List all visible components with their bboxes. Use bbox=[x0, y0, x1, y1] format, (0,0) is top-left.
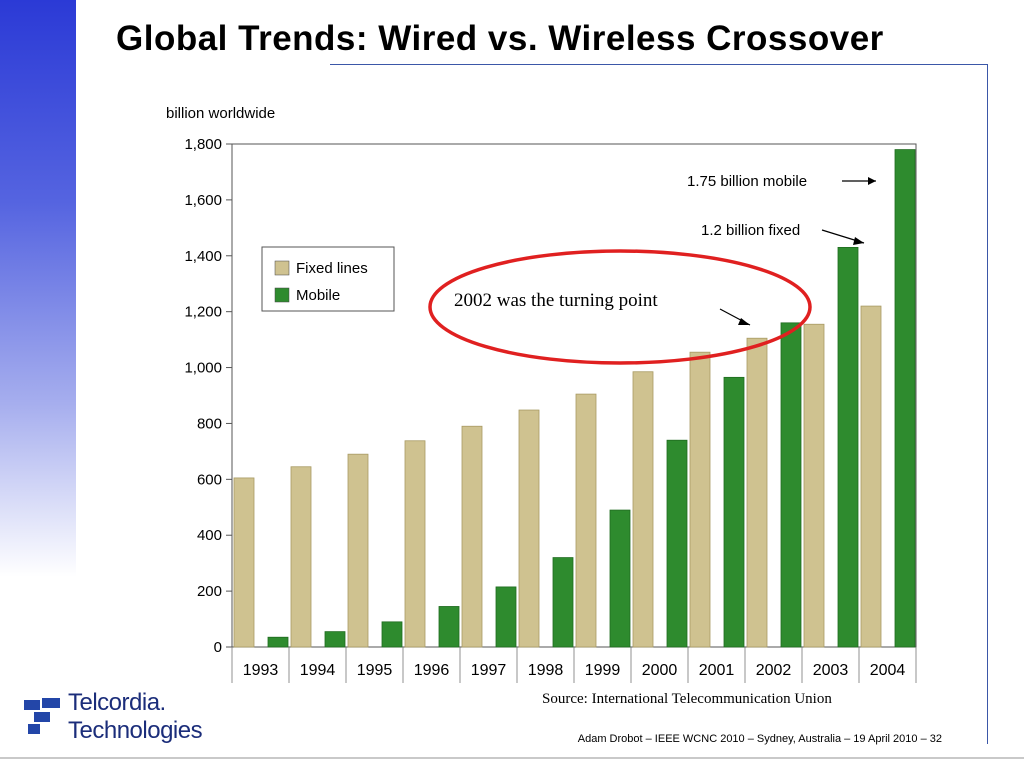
slide-footer: Adam Drobot – IEEE WCNC 2010 – Sydney, A… bbox=[577, 733, 942, 745]
x-tick-label: 1993 bbox=[243, 662, 279, 679]
frame-right-line bbox=[987, 64, 988, 744]
bar-fixed bbox=[746, 337, 768, 648]
y-tick-label: 0 bbox=[214, 639, 222, 656]
x-tick-label: 1997 bbox=[471, 662, 507, 679]
x-tick-label: 2003 bbox=[813, 662, 849, 679]
bar-fixed bbox=[518, 409, 540, 648]
y-tick-label: 1,600 bbox=[184, 192, 222, 209]
y-tick-label: 400 bbox=[197, 527, 222, 544]
bar-fixed bbox=[689, 351, 711, 648]
telcordia-mark-icon bbox=[24, 698, 60, 734]
arrow-fixed-head-icon bbox=[853, 237, 864, 245]
bar-mobile bbox=[837, 246, 859, 648]
x-tick-label: 2000 bbox=[642, 662, 678, 679]
legend-swatch-fixed bbox=[274, 260, 290, 276]
logo-text-technologies: Technologies bbox=[68, 717, 203, 744]
x-tick-label: 1994 bbox=[300, 662, 336, 679]
bar-mobile bbox=[894, 149, 916, 648]
x-tick-label: 2004 bbox=[870, 662, 906, 679]
bar-mobile bbox=[324, 631, 346, 648]
chart-legend: Fixed lines Mobile bbox=[261, 246, 395, 312]
y-tick-label: 1,000 bbox=[184, 360, 222, 377]
bar-mobile bbox=[552, 557, 574, 648]
y-axis-unit-label: billion worldwide bbox=[166, 105, 275, 122]
x-tick-label: 2002 bbox=[756, 662, 792, 679]
y-tick-label: 600 bbox=[197, 471, 222, 488]
x-tick-label: 1999 bbox=[585, 662, 621, 679]
legend-swatch-mobile bbox=[274, 287, 290, 303]
highlight-ellipse bbox=[428, 249, 812, 365]
legend-label-fixed: Fixed lines bbox=[296, 260, 368, 277]
bar-mobile bbox=[495, 586, 517, 648]
telcordia-logo: Telcordia. Technologies bbox=[20, 690, 210, 750]
x-tick-label: 1996 bbox=[414, 662, 450, 679]
arrow-mobile-head-icon bbox=[868, 177, 876, 185]
bar-fixed bbox=[575, 393, 597, 648]
bar-fixed bbox=[404, 440, 426, 648]
bar-fixed bbox=[290, 466, 312, 648]
bar-series bbox=[233, 149, 916, 648]
bar-mobile bbox=[609, 509, 631, 648]
y-tick-label: 1,400 bbox=[184, 248, 222, 265]
x-tick-label: 1995 bbox=[357, 662, 393, 679]
x-tick-label: 1998 bbox=[528, 662, 564, 679]
x-axis-labels: 1993 1994 1995 1996 1997 1998 1999 2000 2001 2002… bbox=[231, 647, 917, 683]
bottom-divider bbox=[0, 757, 1024, 759]
bar-fixed bbox=[233, 477, 255, 648]
slide-title: Global Trends: Wired vs. Wireless Crosso… bbox=[116, 19, 884, 58]
arrow-turning-head-icon bbox=[738, 318, 750, 325]
bar-chart: billion worldwide 0 200 400 600 800 1,000 1,20… bbox=[166, 105, 917, 707]
bar-fixed bbox=[632, 371, 654, 648]
logo-text-telcordia: Telcordia. bbox=[68, 689, 166, 716]
frame-top-line bbox=[330, 64, 988, 65]
legend-label-mobile: Mobile bbox=[296, 287, 340, 304]
bar-mobile bbox=[381, 621, 403, 648]
bar-fixed bbox=[461, 425, 483, 648]
y-tick-label: 1,200 bbox=[184, 304, 222, 321]
side-decorative-band bbox=[0, 0, 76, 577]
bar-fixed bbox=[860, 305, 882, 648]
y-tick-label: 800 bbox=[197, 415, 222, 432]
bar-fixed bbox=[347, 453, 369, 648]
plot-area bbox=[231, 143, 917, 648]
y-tick-label: 200 bbox=[197, 583, 222, 600]
annotation-turning-point: 2002 was the turning point bbox=[454, 290, 658, 311]
bar-mobile bbox=[780, 322, 802, 648]
bar-fixed bbox=[803, 323, 825, 648]
y-axis-ticks: 0 200 400 600 800 1,000 1,200 1,400 1,600 1,800 bbox=[184, 136, 232, 656]
bar-mobile bbox=[267, 636, 289, 648]
x-tick-label: 2001 bbox=[699, 662, 735, 679]
y-tick-label: 1,800 bbox=[184, 136, 222, 153]
bar-mobile bbox=[438, 606, 460, 648]
source-caption: Source: International Telecommunication … bbox=[542, 691, 832, 707]
bar-mobile bbox=[666, 439, 688, 648]
annotation-mobile: 1.75 billion mobile bbox=[687, 173, 807, 190]
annotation-fixed: 1.2 billion fixed bbox=[701, 222, 800, 239]
bar-mobile bbox=[723, 376, 745, 648]
